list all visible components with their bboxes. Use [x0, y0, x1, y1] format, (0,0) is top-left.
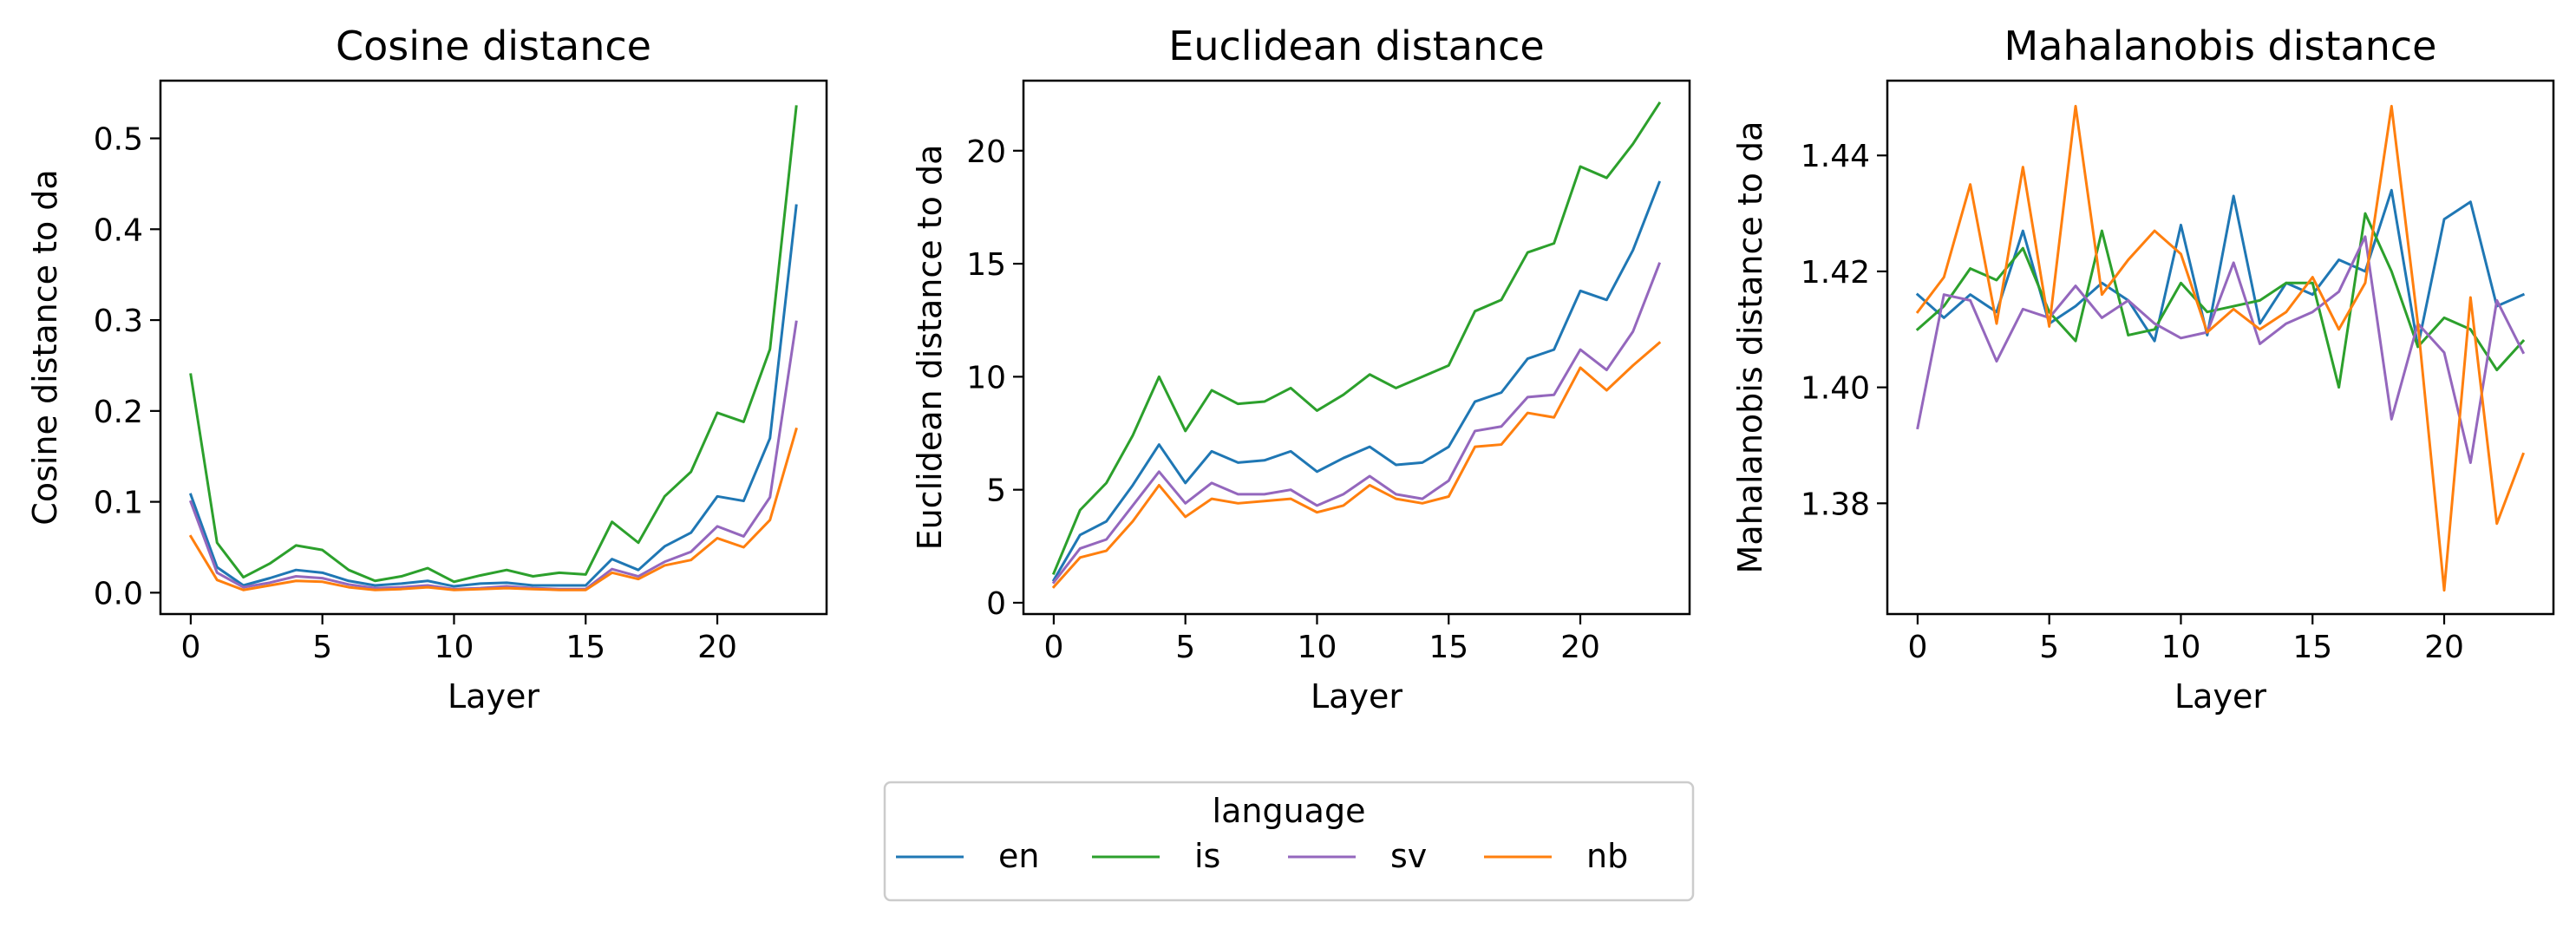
series-line-sv [1051, 262, 1662, 585]
y-tick-label: 5 [986, 474, 1006, 509]
y-tick-label: 20 [966, 134, 1006, 170]
y-axis-label: Euclidean distance to da [911, 145, 949, 551]
y-tick-label: 0.4 [94, 212, 143, 248]
x-tick-label: 20 [697, 630, 737, 665]
legend-entry-nb: nb [1484, 837, 1628, 875]
series-lines [1915, 104, 2526, 592]
series-line-sv [1916, 235, 2526, 465]
series-line-is [1051, 101, 1662, 576]
y-tick-label: 1.38 [1801, 487, 1870, 522]
chart-panel-2: Euclidean distance 0 5 10 15 20 0 5 10 15 20 Layer E… [911, 23, 1691, 716]
panel-title: Mahalanobis distance [2004, 23, 2437, 69]
x-axis-label: Layer [1311, 677, 1402, 716]
axes-frame [1886, 79, 2555, 616]
y-tick-label: 1.44 [1801, 139, 1870, 174]
y-tick-label: 0.2 [94, 395, 143, 430]
chart-panel-3: Mahalanobis distance 0 5 10 15 20 1.38 1.40 1.42… [1731, 23, 2555, 716]
series-line-is [189, 105, 798, 584]
x-tick-label: 0 [1043, 630, 1063, 665]
x-tick-label: 20 [1560, 630, 1600, 665]
legend-title: language [1213, 792, 1366, 830]
x-tick-label: 15 [566, 630, 605, 665]
y-tick-label: 0 [986, 586, 1006, 622]
legend-label-sv: sv [1390, 837, 1427, 875]
panel-title: Cosine distance [336, 23, 651, 69]
y-tick-label: 0.1 [94, 486, 143, 521]
legend-label-nb: nb [1586, 837, 1628, 875]
series-line-nb [1051, 341, 1662, 589]
x-tick-label: 15 [2292, 630, 2332, 665]
x-tick-label: 0 [180, 630, 200, 665]
y-tick-label: 0.0 [94, 576, 143, 611]
x-tick-label: 5 [312, 630, 332, 665]
series-line-nb [1915, 104, 2526, 592]
chart-panel-1: Cosine distance 0 5 10 15 20 0.0 0.1 0.2 0.3 0.4 0.… [26, 23, 828, 716]
series-line-en [188, 204, 798, 588]
legend-entries: en is sv nb [896, 837, 1628, 875]
y-tick-label: 0.5 [94, 122, 143, 158]
series-line-en [1915, 188, 2526, 349]
legend-entry-is: is [1092, 837, 1220, 875]
x-tick-label: 10 [2161, 630, 2201, 665]
series-lines [188, 105, 798, 591]
legend-entry-en: en [896, 837, 1039, 875]
legend-frame [883, 781, 1695, 902]
x-tick-label: 15 [1429, 630, 1468, 665]
y-axis-label: Mahalanobis distance to da [1731, 121, 1769, 574]
legend: language en is sv nb [883, 781, 1695, 902]
x-axis-label: Layer [2174, 677, 2266, 716]
axes-frame [1022, 79, 1691, 616]
chart-panels: Cosine distance 0 5 10 15 20 0.0 0.1 0.2 0.3 0.4 0.… [26, 23, 2555, 716]
axes-frame [159, 79, 828, 616]
x-tick-label: 5 [2039, 630, 2059, 665]
y-tick-label: 10 [966, 360, 1006, 395]
series-line-sv [188, 320, 798, 591]
panel-title: Euclidean distance [1168, 23, 1544, 69]
legend-label-en: en [998, 837, 1039, 875]
x-tick-label: 20 [2424, 630, 2464, 665]
y-tick-label: 1.42 [1801, 255, 1870, 291]
x-tick-label: 5 [1175, 630, 1195, 665]
series-line-is [1915, 212, 2526, 389]
legend-label-is: is [1194, 837, 1220, 875]
y-tick-label: 15 [966, 247, 1006, 283]
x-tick-label: 10 [1298, 630, 1337, 665]
series-lines [1051, 101, 1662, 589]
x-tick-label: 10 [435, 630, 474, 665]
series-line-nb [188, 427, 798, 591]
x-axis-label: Layer [448, 677, 539, 716]
y-tick-label: 0.3 [94, 304, 143, 339]
series-line-en [1051, 180, 1662, 582]
x-tick-label: 0 [1907, 630, 1927, 665]
y-tick-label: 1.40 [1801, 371, 1870, 407]
y-axis-label: Cosine distance to da [26, 169, 64, 525]
legend-entry-sv: sv [1288, 837, 1427, 875]
